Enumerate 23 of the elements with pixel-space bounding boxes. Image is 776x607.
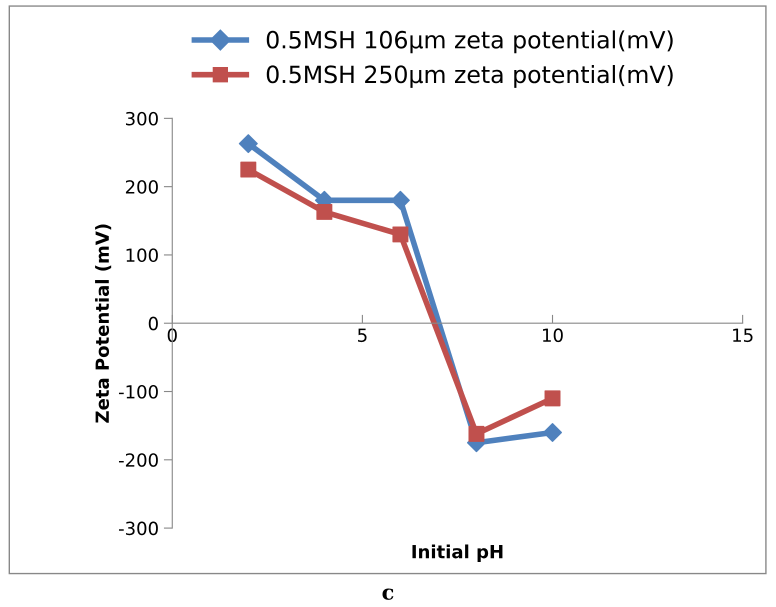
point bbox=[543, 423, 562, 442]
x-tick-label: 5 bbox=[358, 328, 367, 342]
y-tick-label: 300 bbox=[126, 112, 158, 126]
x-axis-title: Initial pH bbox=[412, 544, 502, 562]
legend-label: 0.5MSH 106µm zeta potential(mV) bbox=[266, 30, 673, 54]
point bbox=[468, 426, 484, 442]
x-tick-label: 10 bbox=[543, 328, 563, 342]
y-tick-label: 0 bbox=[148, 316, 158, 330]
y-axis-title: Zeta Potential (mV) bbox=[95, 224, 112, 423]
point bbox=[240, 162, 256, 178]
point bbox=[238, 134, 258, 154]
point bbox=[316, 204, 332, 220]
y-tick-label: -100 bbox=[118, 384, 158, 399]
y-tick-label: -200 bbox=[118, 453, 158, 467]
text: c bbox=[382, 588, 394, 600]
x-tick-label: 0 bbox=[168, 328, 177, 342]
y-tick-label: 200 bbox=[126, 180, 158, 194]
x-tick-label: 15 bbox=[733, 328, 753, 342]
y-tick-label: -300 bbox=[118, 522, 158, 536]
y-tick-label: 100 bbox=[126, 248, 158, 262]
point bbox=[544, 390, 560, 406]
point bbox=[392, 226, 408, 242]
legend-label: 0.5MSH 250µm zeta potential(mV) bbox=[266, 65, 673, 88]
